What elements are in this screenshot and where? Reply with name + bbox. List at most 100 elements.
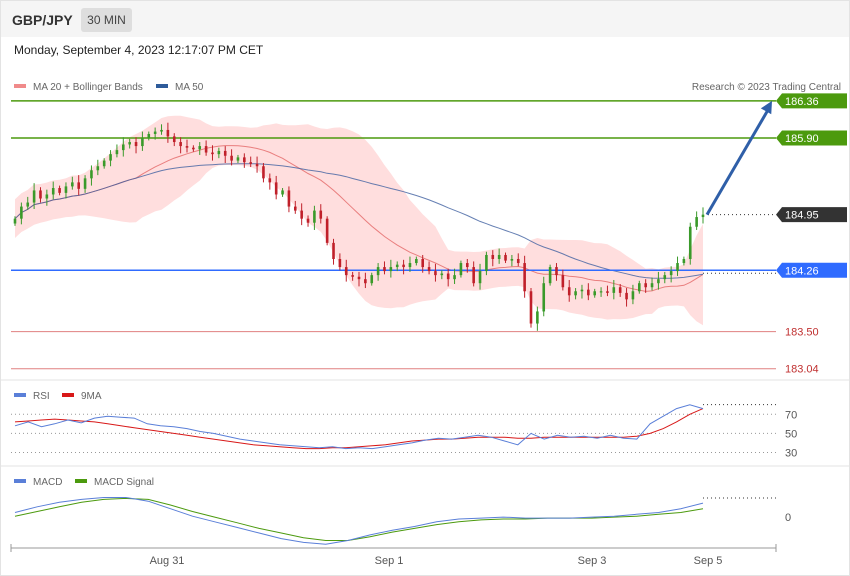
candle-body — [115, 150, 119, 155]
candle-body — [198, 146, 202, 150]
candle-body — [141, 138, 144, 147]
candle-body — [536, 311, 539, 324]
timestamp: Monday, September 4, 2023 12:17:07 PM CE… — [14, 43, 264, 57]
candle-body — [542, 283, 546, 312]
candle-body — [669, 271, 673, 276]
candle-body — [625, 292, 628, 300]
level-label: 184.95 — [785, 210, 819, 222]
legend-swatch-bb — [14, 84, 26, 88]
candle-body — [504, 254, 507, 261]
candle-body — [306, 218, 310, 223]
candle-body — [453, 275, 456, 280]
candle-body — [230, 155, 233, 161]
legend-label-macd-signal: MACD Signal — [94, 477, 154, 488]
candle-body — [83, 178, 87, 189]
candle-body — [211, 152, 214, 155]
candle-body — [497, 254, 501, 260]
level-label: 183.04 — [785, 364, 819, 376]
candle-body — [478, 271, 482, 284]
x-tick-label: Aug 31 — [150, 555, 185, 567]
macd-signal-line — [14, 497, 704, 541]
legend-swatch-rsi — [14, 393, 26, 397]
candle-body — [338, 259, 342, 268]
candle-body — [376, 267, 380, 276]
candle-body — [192, 147, 195, 150]
macd-pane: 0 — [14, 497, 791, 545]
candle-body — [13, 218, 17, 224]
candle-body — [631, 291, 635, 300]
candle-body — [421, 259, 425, 268]
candle-body — [440, 273, 444, 276]
candle-body — [249, 162, 253, 164]
candle-body — [427, 267, 431, 272]
candle-body — [51, 188, 55, 195]
candle-body — [472, 267, 475, 284]
candle-body — [64, 186, 68, 193]
candle-body — [96, 166, 100, 171]
legend-swatch-rsi-ma — [62, 393, 74, 397]
candle-body — [561, 275, 565, 288]
candle-body — [618, 287, 622, 293]
candle-body — [204, 146, 208, 153]
candle-body — [587, 289, 590, 296]
timeframe-button[interactable]: 30 MIN — [81, 8, 132, 32]
macd-tick-label: 0 — [785, 512, 791, 524]
legend-swatch-ma50 — [156, 84, 168, 88]
candle-body — [465, 263, 469, 268]
candle-body — [134, 142, 138, 147]
candle-body — [415, 259, 418, 264]
x-tick-label: Sep 1 — [375, 555, 404, 567]
candle-body — [153, 131, 157, 134]
candle-body — [39, 190, 42, 199]
x-axis: Aug 31 Sep 1 Sep 3 Sep 5 — [10, 544, 777, 567]
candle-body — [555, 267, 558, 276]
candle-body — [236, 157, 240, 161]
candle-body — [147, 133, 151, 139]
candle-body — [293, 206, 297, 211]
candle-body — [160, 129, 163, 132]
level-tag-resistance — [776, 93, 847, 109]
candle-body — [185, 146, 189, 148]
candle-body — [325, 218, 329, 243]
candle-body — [32, 190, 36, 203]
candle-body — [395, 264, 399, 268]
candle-body — [364, 279, 367, 284]
rsi-tick-label: 30 — [785, 447, 797, 459]
level-label: 185.90 — [785, 133, 819, 145]
candle-body — [402, 264, 405, 268]
candle-body — [695, 217, 698, 227]
candle-body — [128, 142, 131, 145]
macd-line — [14, 497, 704, 545]
x-tick-label: Sep 5 — [694, 555, 723, 567]
candle-body — [434, 271, 437, 276]
candle-body — [268, 178, 272, 183]
candle-body — [644, 283, 647, 288]
candle-body — [606, 291, 609, 293]
candle-body — [599, 291, 603, 293]
level-tag-current — [776, 207, 847, 223]
candle-body — [58, 188, 61, 193]
candle-body — [548, 267, 552, 284]
candle-body — [574, 291, 577, 296]
candle-body — [166, 129, 170, 137]
candle-body — [351, 275, 354, 277]
candle-body — [223, 150, 227, 156]
candle-body — [657, 279, 660, 284]
ma50-line — [14, 163, 704, 279]
candle-body — [77, 182, 81, 189]
candle-body — [332, 242, 335, 260]
rsi-tick-label: 70 — [785, 409, 797, 421]
candle-body — [262, 166, 265, 179]
level-tag-pivot — [776, 262, 847, 278]
candle-body — [274, 182, 278, 195]
candle-body — [121, 144, 125, 151]
level-tag-resistance — [776, 130, 847, 146]
candle-body — [71, 182, 74, 187]
forecast-arrow-head — [760, 100, 772, 115]
candle-body — [344, 267, 348, 276]
candle-body — [637, 283, 641, 292]
candle-body — [243, 157, 246, 163]
candle-body — [20, 206, 23, 219]
candle-body — [676, 263, 679, 272]
